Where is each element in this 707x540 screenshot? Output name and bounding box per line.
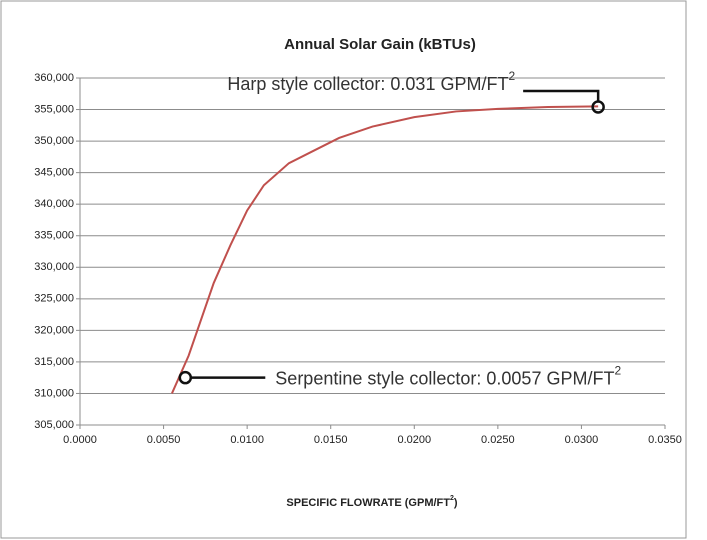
- y-tick-label: 310,000: [34, 387, 74, 399]
- annotation-marker: [591, 100, 605, 114]
- y-tick-label: 345,000: [34, 167, 74, 179]
- x-tick-label: 0.0150: [314, 434, 348, 446]
- x-tick-label: 0.0200: [397, 434, 431, 446]
- annotation: Harp style collector: 0.031 GPM/FT2: [227, 69, 515, 94]
- y-tick-label: 355,000: [34, 103, 74, 115]
- y-tick-label: 340,000: [34, 198, 74, 210]
- x-axis-label-text: SPECIFIC FLOWRATE (GPM/FT: [286, 497, 450, 509]
- annotation-marker: [178, 370, 193, 385]
- x-axis-label-end: ): [454, 497, 458, 509]
- x-axis-label-sup: 2: [450, 495, 454, 502]
- y-tick-label: 315,000: [34, 356, 74, 368]
- data-line: [171, 105, 599, 394]
- y-tick-label: 305,000: [34, 419, 74, 431]
- y-tick-label: 350,000: [34, 135, 74, 147]
- annotation-sup: 2: [508, 69, 515, 83]
- annotation-text: Harp style collector: 0.031 GPM/FT: [227, 74, 508, 94]
- x-tick-label: 0.0100: [230, 434, 264, 446]
- annotation: Serpentine style collector: 0.0057 GPM/F…: [275, 364, 621, 389]
- annotation-text: Serpentine style collector: 0.0057 GPM/F…: [275, 368, 614, 388]
- x-tick-label: 0.0050: [147, 434, 181, 446]
- y-tick-label: 360,000: [34, 72, 74, 84]
- annotation-sup: 2: [614, 364, 621, 378]
- y-tick-label: 335,000: [34, 230, 74, 242]
- x-tick-label: 0.0000: [63, 434, 97, 446]
- leader-line: [523, 89, 600, 102]
- y-tick-label: 320,000: [34, 324, 74, 336]
- x-tick-label: 0.0300: [565, 434, 599, 446]
- x-tick-label: 0.0350: [648, 434, 682, 446]
- y-tick-label: 325,000: [34, 293, 74, 305]
- y-tick-label: 330,000: [34, 261, 74, 273]
- x-axis-label: SPECIFIC FLOWRATE (GPM/FT2): [286, 495, 457, 509]
- x-tick-label: 0.0250: [481, 434, 515, 446]
- chart-title: Annual Solar Gain (kBTUs): [284, 36, 476, 53]
